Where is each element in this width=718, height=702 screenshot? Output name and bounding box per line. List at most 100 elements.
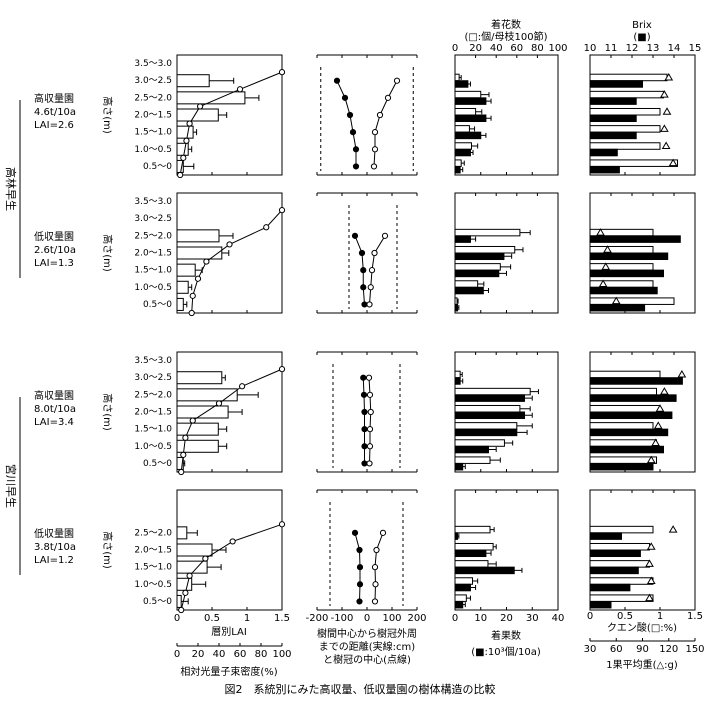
category-label: 1.0～0.5	[134, 283, 172, 293]
brix-bar	[589, 394, 677, 402]
weight-point	[653, 421, 663, 429]
category-label: 2.0～1.5	[134, 111, 172, 121]
error-bar	[490, 457, 501, 463]
brix-bar	[589, 148, 618, 157]
light-point	[229, 538, 236, 545]
lai-bar	[176, 388, 238, 402]
error-bar	[469, 126, 476, 132]
error-bar	[470, 585, 477, 591]
canopy-right-point	[381, 232, 389, 239]
fruit-bar	[454, 411, 526, 420]
canopy-left-point	[349, 129, 357, 136]
error-bar	[485, 115, 492, 121]
error-bar	[186, 529, 198, 536]
flower-bar	[454, 142, 472, 150]
error-bar	[188, 284, 193, 291]
brix-axis-title: (■)	[633, 32, 650, 43]
brix-bar	[589, 532, 622, 540]
fruit-bar	[454, 114, 487, 123]
flower-bar	[454, 245, 516, 254]
fruit-axis-title: 着果数	[491, 629, 521, 642]
canopy-right-point	[376, 111, 384, 119]
weight-point	[660, 90, 669, 98]
flower-bar	[454, 159, 462, 167]
flower-bar	[454, 525, 491, 534]
error-bar	[237, 391, 259, 398]
fruit-bar	[454, 532, 459, 540]
canopy-right-line	[368, 377, 372, 464]
light-point	[278, 366, 286, 373]
acid-bar	[589, 245, 654, 254]
brix-bar	[589, 600, 612, 609]
error-bar	[483, 288, 489, 294]
flower-bar	[454, 73, 460, 82]
weight-point	[668, 158, 678, 167]
canopy-right-point	[384, 94, 392, 101]
lai-bar	[176, 229, 220, 243]
weight-point	[655, 404, 665, 412]
row-yield: 8.0t/10a	[34, 404, 76, 415]
canopy-left-point	[360, 391, 368, 398]
canopy-right-point	[366, 391, 374, 398]
flower-bar	[454, 90, 482, 99]
canopy-left-point	[341, 94, 349, 101]
light-line	[180, 368, 283, 473]
light-point	[226, 241, 233, 248]
error-bar	[480, 92, 490, 98]
error-bar	[188, 146, 193, 153]
category-label: 1.5～1.0	[134, 563, 172, 573]
fruit-bar	[454, 97, 487, 105]
error-bar	[466, 595, 471, 601]
canopy-right-point	[366, 443, 374, 450]
category-label: 3.0～2.5	[134, 373, 172, 383]
canopy-left-point	[361, 443, 368, 450]
error-bar	[514, 567, 523, 573]
fruit-bar	[454, 235, 471, 243]
row-lai: LAI=1.3	[34, 258, 74, 269]
weight-tick-label: 90	[636, 644, 649, 655]
error-bar	[219, 232, 234, 239]
flower-bar	[454, 404, 521, 413]
brix-bar	[589, 549, 641, 558]
canopy-right-point	[367, 284, 374, 291]
canopy-tick-label: 100	[382, 613, 401, 624]
flower-axis-title: 着花数	[491, 18, 521, 31]
lai-bar	[176, 280, 189, 294]
canopy-axis-title: と樹冠の中心(点線)	[323, 653, 411, 666]
lai-bar	[176, 577, 193, 591]
acid-bar	[589, 542, 650, 551]
category-label: 0.5～0	[143, 597, 172, 607]
error-bar	[516, 429, 528, 435]
brix-bar	[589, 131, 637, 140]
error-bar	[183, 163, 195, 170]
fruit-axis-title: (■:10³個/10a)	[471, 645, 541, 658]
weight-point	[603, 245, 612, 253]
error-bar	[485, 98, 492, 104]
error-bar	[221, 250, 230, 256]
flower-bar	[454, 594, 467, 602]
brix-tick-label: 10	[584, 43, 597, 54]
error-bar	[462, 464, 466, 470]
brix-bar	[589, 165, 620, 174]
flower-bar	[454, 387, 531, 396]
light-point	[189, 292, 196, 299]
fruit-bar	[454, 131, 482, 140]
fruit-bar	[454, 549, 487, 558]
lai-bar	[176, 405, 229, 419]
canopy-left-point	[352, 163, 360, 170]
light-point	[263, 224, 270, 231]
canopy-right-point	[365, 374, 373, 381]
error-bar	[493, 544, 497, 550]
acid-bar	[589, 73, 668, 82]
lai-bar	[176, 543, 213, 557]
flower-tick-label: 20	[469, 43, 482, 54]
fruit-tick-label: 20	[500, 613, 513, 624]
weight-point	[664, 72, 674, 81]
error-bar	[470, 150, 474, 156]
category-label: 1.5～1.0	[134, 266, 172, 276]
light-tick-label: 20	[192, 649, 205, 660]
category-label: 2.0～1.5	[134, 408, 172, 418]
error-bar	[459, 74, 462, 80]
acid-bar	[589, 439, 657, 447]
flower-bar	[454, 422, 518, 430]
